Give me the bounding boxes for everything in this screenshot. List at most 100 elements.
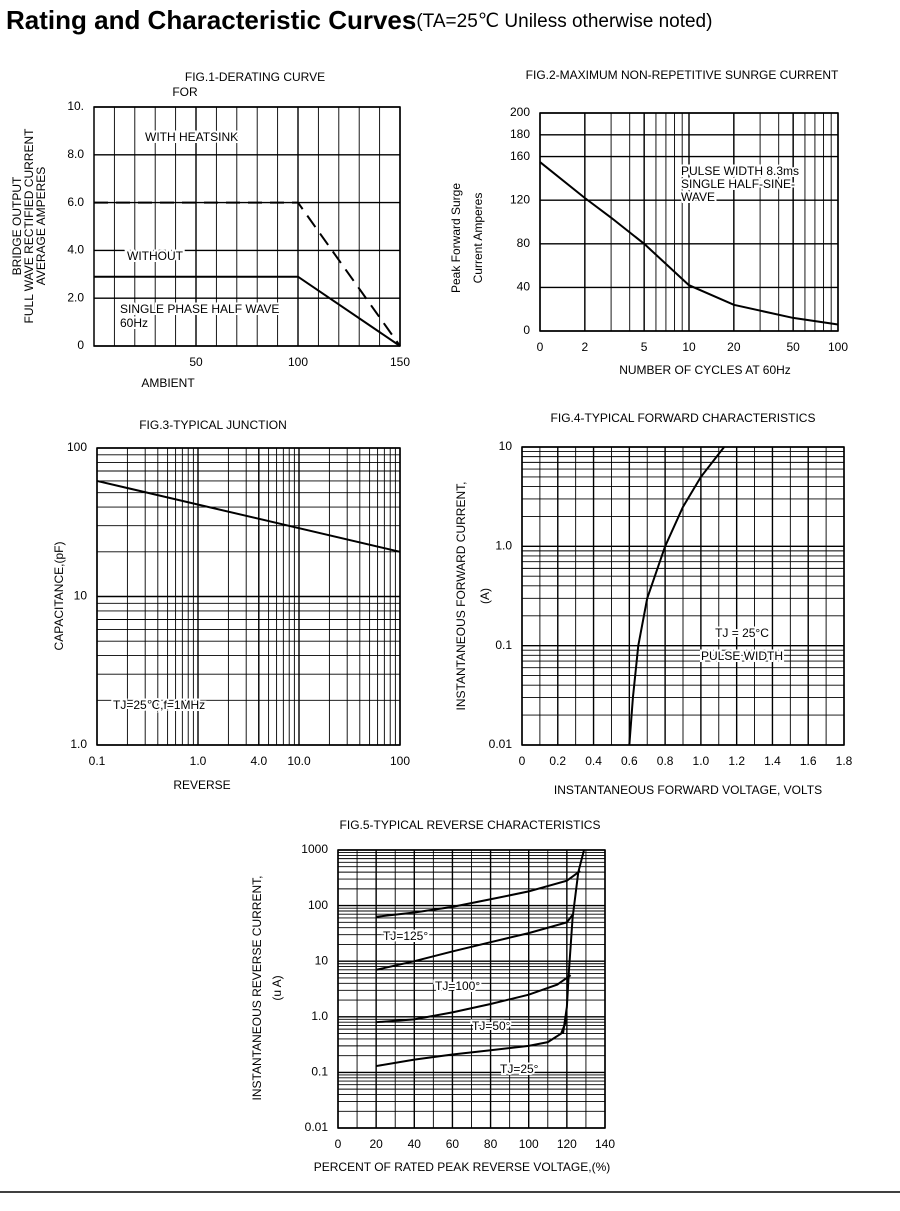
chart-title: FIG.1-DERATING CURVE bbox=[185, 70, 325, 84]
chart-title: FIG.4-TYPICAL FORWARD CHARACTERISTICS bbox=[551, 411, 816, 425]
x-tick-label: 150 bbox=[390, 355, 410, 369]
y-tick-label: 8.0 bbox=[67, 147, 84, 161]
annotation: 60Hz bbox=[120, 316, 148, 330]
x-tick-label: 0.1 bbox=[89, 754, 106, 768]
y-tick-label: 0 bbox=[77, 338, 84, 352]
x-tick-label: 100 bbox=[390, 754, 410, 768]
x-tick-label: 0.6 bbox=[621, 754, 638, 768]
x-tick-label: 2 bbox=[582, 340, 589, 354]
y-tick-label: 0.01 bbox=[305, 1120, 329, 1134]
x-tick-label: 0.8 bbox=[657, 754, 674, 768]
series-label: WITH HEATSINK bbox=[145, 130, 238, 144]
series-label: TJ=25° bbox=[500, 1062, 539, 1076]
series-label: TJ=50° bbox=[472, 1019, 511, 1033]
x-tick-label: 40 bbox=[408, 1137, 422, 1151]
y-axis-label: Peak Forward Surge bbox=[449, 183, 463, 293]
y-tick-label: 0.1 bbox=[311, 1065, 328, 1079]
x-tick-label: 100 bbox=[828, 340, 848, 354]
title-main: Rating and Characteristic Curves bbox=[6, 5, 416, 35]
x-tick-label: 10.0 bbox=[287, 754, 311, 768]
y-tick-label: 0 bbox=[523, 323, 530, 337]
chart-title: FIG.3-TYPICAL JUNCTION bbox=[139, 418, 287, 432]
y-axis-label: (u A) bbox=[270, 975, 284, 1000]
x-axis-label: REVERSE bbox=[173, 778, 230, 792]
title-note: (TA=25℃ Uniless otherwise noted) bbox=[416, 11, 712, 32]
y-tick-label: 100 bbox=[67, 440, 87, 454]
x-tick-label: 20 bbox=[727, 340, 741, 354]
annotation: TJ=25℃,f=1MHz bbox=[113, 698, 205, 712]
y-tick-label: 180 bbox=[510, 127, 530, 141]
y-axis-label: BRIDGE OUTPUT bbox=[10, 176, 24, 275]
x-tick-label: 0 bbox=[537, 340, 544, 354]
curve bbox=[376, 870, 581, 918]
x-tick-label: 5 bbox=[641, 340, 648, 354]
x-tick-label: 1.2 bbox=[728, 754, 745, 768]
curve bbox=[375, 1018, 568, 1068]
y-axis-label: INSTANTANEOUS FORWARD CURRENT, bbox=[454, 482, 468, 711]
y-axis-label: FULL WAVE RECTIFIED CURRENT bbox=[22, 128, 36, 324]
curve bbox=[539, 161, 839, 326]
y-tick-label: 10 bbox=[74, 589, 88, 603]
y-tick-label: 1000 bbox=[301, 842, 328, 856]
series-label: WITHOUT bbox=[127, 249, 184, 263]
y-tick-label: 10. bbox=[67, 99, 84, 113]
y-tick-label: 10 bbox=[315, 953, 329, 967]
chart-subtitle: FOR bbox=[172, 85, 198, 99]
x-tick-label: 20 bbox=[369, 1137, 383, 1151]
y-tick-label: 120 bbox=[510, 192, 530, 206]
y-tick-label: 1.0 bbox=[495, 539, 512, 553]
x-tick-label: 0 bbox=[519, 754, 526, 768]
annotation: SINGLE PHASE HALF WAVE bbox=[120, 302, 279, 316]
x-tick-label: 80 bbox=[484, 1137, 498, 1151]
y-tick-label: 10 bbox=[499, 439, 513, 453]
y-tick-label: 200 bbox=[510, 105, 530, 119]
curve bbox=[375, 914, 574, 971]
curve bbox=[628, 446, 725, 746]
y-tick-label: 1.0 bbox=[311, 1009, 328, 1023]
x-tick-label: 140 bbox=[595, 1137, 615, 1151]
x-tick-label: 1.8 bbox=[836, 754, 853, 768]
x-axis-label: AMBIENT bbox=[141, 376, 195, 390]
page-title: Rating and Characteristic Curves(TA=25℃ … bbox=[6, 5, 712, 35]
annotation: TJ = 25°C bbox=[715, 626, 769, 640]
x-tick-label: 0.2 bbox=[549, 754, 566, 768]
y-tick-label: 0.01 bbox=[489, 737, 513, 751]
curve bbox=[94, 275, 401, 347]
x-tick-label: 100 bbox=[288, 355, 308, 369]
series-label: TJ=125° bbox=[383, 929, 428, 943]
x-tick-label: 1.6 bbox=[800, 754, 817, 768]
curve bbox=[562, 849, 585, 1034]
y-axis-label: INSTANTANEOUS REVERSE CURRENT, bbox=[250, 876, 264, 1101]
x-axis-label: INSTANTANEOUS FORWARD VOLTAGE, VOLTS bbox=[554, 783, 822, 797]
x-tick-label: 0 bbox=[335, 1137, 342, 1151]
x-tick-label: 1.0 bbox=[693, 754, 710, 768]
y-axis-label: (A) bbox=[478, 588, 492, 604]
x-tick-label: 1.0 bbox=[190, 754, 207, 768]
x-tick-label: 60 bbox=[446, 1137, 460, 1151]
x-axis-label: PERCENT OF RATED PEAK REVERSE VOLTAGE,(%… bbox=[314, 1160, 611, 1174]
x-tick-label: 50 bbox=[786, 340, 800, 354]
x-axis-label: NUMBER OF CYCLES AT 60Hz bbox=[619, 363, 791, 377]
y-tick-label: 2.0 bbox=[67, 290, 84, 304]
curve bbox=[96, 479, 401, 553]
y-axis-label: AVERAGE AMPERES bbox=[34, 167, 48, 285]
y-tick-label: 1.0 bbox=[70, 737, 87, 751]
x-tick-label: 1.4 bbox=[764, 754, 781, 768]
y-axis-label: Current Amperes bbox=[471, 193, 485, 284]
y-tick-label: 0.1 bbox=[495, 638, 512, 652]
x-tick-label: 100 bbox=[519, 1137, 539, 1151]
y-tick-label: 100 bbox=[308, 898, 328, 912]
y-tick-label: 160 bbox=[510, 149, 530, 163]
curve bbox=[376, 974, 572, 1024]
x-tick-label: 10 bbox=[682, 340, 696, 354]
y-axis-label: CAPACITANCE,(pF) bbox=[52, 542, 66, 651]
x-tick-label: 0.4 bbox=[585, 754, 602, 768]
chart-title: FIG.2-MAXIMUM NON-REPETITIVE SUNRGE CURR… bbox=[526, 68, 839, 82]
annotation: PULSE WIDTH bbox=[701, 649, 783, 663]
curve bbox=[94, 201, 401, 347]
x-tick-label: 50 bbox=[189, 355, 203, 369]
annotation: PULSE WIDTH 8.3ms bbox=[681, 164, 799, 178]
x-tick-label: 120 bbox=[557, 1137, 577, 1151]
y-tick-label: 80 bbox=[517, 236, 531, 250]
